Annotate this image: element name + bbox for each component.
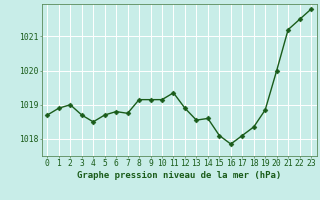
- X-axis label: Graphe pression niveau de la mer (hPa): Graphe pression niveau de la mer (hPa): [77, 171, 281, 180]
